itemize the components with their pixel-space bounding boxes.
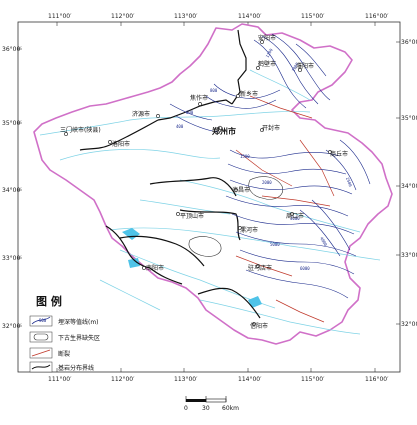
frame-ticks: [18, 22, 400, 372]
scale-bar: 0 30 60km: [184, 396, 239, 412]
fault-icon: [29, 347, 53, 359]
city-label: 周口市: [286, 212, 304, 220]
lon-tick-bottom: 111°00′: [48, 376, 72, 383]
city-label: 驻马店市: [248, 264, 272, 272]
city-label: 济源市: [132, 110, 150, 118]
bedrock-boundary-icon: [29, 361, 53, 373]
city-label-capital: 郑州市: [212, 126, 236, 136]
province-border: [33, 23, 393, 345]
city-label: 焦作市: [190, 94, 208, 102]
city-label: 新乡市: [240, 90, 258, 98]
lon-tick-top: 113°00′: [174, 13, 198, 20]
city-label: 平顶山市: [180, 212, 204, 220]
lat-tick-right: 34°00′: [401, 183, 417, 190]
lon-tick-top: 114°00′: [238, 13, 262, 20]
lower-paleozoic-missing-icon: [29, 331, 53, 343]
lat-tick-left: 35°00′: [2, 120, 22, 127]
lon-tick-bottom: 113°00′: [174, 376, 198, 383]
city-label: 信阳市: [250, 322, 268, 330]
contour-label: 600: [186, 110, 194, 115]
city-label: 安阳市: [258, 34, 276, 42]
lat-tick-left: 36°00′: [2, 46, 22, 53]
lon-tick-bottom: 114°00′: [238, 376, 262, 383]
lon-tick-bottom: 116°00′: [365, 376, 389, 383]
city-label: 濮阳市: [296, 62, 314, 70]
contour-label: 6000: [300, 266, 310, 271]
lat-tick-right: 32°00′: [401, 321, 417, 328]
legend-label: 下古生界缺失区: [58, 334, 100, 342]
contour-label: 5000: [270, 242, 280, 247]
lower-paleozoic-missing-area: [248, 176, 284, 200]
lat-tick-right: 36°00′: [401, 39, 417, 46]
city-label: 鹤壁市: [258, 60, 276, 68]
contour-label: 2500: [345, 177, 353, 188]
depth-contours: [169, 33, 371, 299]
city-label: 商丘市: [330, 150, 348, 158]
city-label: 洛阳市: [112, 140, 130, 148]
contour-label: 400: [176, 124, 184, 129]
contour-line-icon: 500: [29, 315, 53, 327]
city-label: 南阳市: [146, 264, 164, 272]
lon-tick-top: 115°00′: [301, 13, 325, 20]
lat-tick-left: 33°00′: [2, 255, 22, 262]
city-label: 许昌市: [232, 186, 250, 194]
lower-paleozoic-missing-area: [188, 236, 222, 257]
contour-label: 2000: [262, 180, 272, 185]
contour-label: 4000: [319, 236, 328, 247]
city-label: 漯河市: [240, 226, 258, 234]
contour-label: 800: [210, 88, 218, 93]
lon-tick-bottom: 115°00′: [301, 376, 325, 383]
city-label: 三门峡市(陕县): [60, 126, 101, 134]
legend-label: 断裂: [58, 350, 70, 358]
legend-label: 埋深等值线(m): [58, 318, 99, 326]
reservoir: [122, 228, 140, 240]
lon-tick-top: 111°00′: [48, 13, 72, 20]
scale-tick-label: 0: [184, 405, 188, 412]
contour-label: 1500: [240, 154, 250, 159]
legend: 图 例 500 埋深等值线(m) 下古生界缺失区 断裂 基岩分布界线: [29, 294, 100, 373]
reservoir: [128, 258, 140, 268]
lat-tick-right: 33°00′: [401, 252, 417, 259]
lat-tick-left: 32°00′: [2, 323, 22, 330]
contour-label: 1200: [265, 47, 274, 58]
legend-label: 基岩分布界线: [58, 364, 94, 372]
lon-tick-top: 116°00′: [365, 13, 389, 20]
lat-tick-right: 35°00′: [401, 115, 417, 122]
contour-label: 3000: [290, 216, 300, 221]
lat-tick-left: 34°00′: [2, 187, 22, 194]
lon-tick-bottom: 112°00′: [111, 376, 135, 383]
contour-label: 1000: [291, 61, 300, 72]
city-markers: [64, 40, 332, 326]
city-label: 开封市: [262, 124, 280, 132]
legend-title: 图 例: [36, 294, 62, 308]
scale-tick-label: 30: [202, 405, 210, 412]
scale-tick-label: 60km: [222, 405, 239, 412]
svg-text:500: 500: [39, 318, 47, 323]
reservoir: [248, 296, 262, 308]
lon-tick-top: 112°00′: [111, 13, 135, 20]
faults: [235, 95, 335, 323]
